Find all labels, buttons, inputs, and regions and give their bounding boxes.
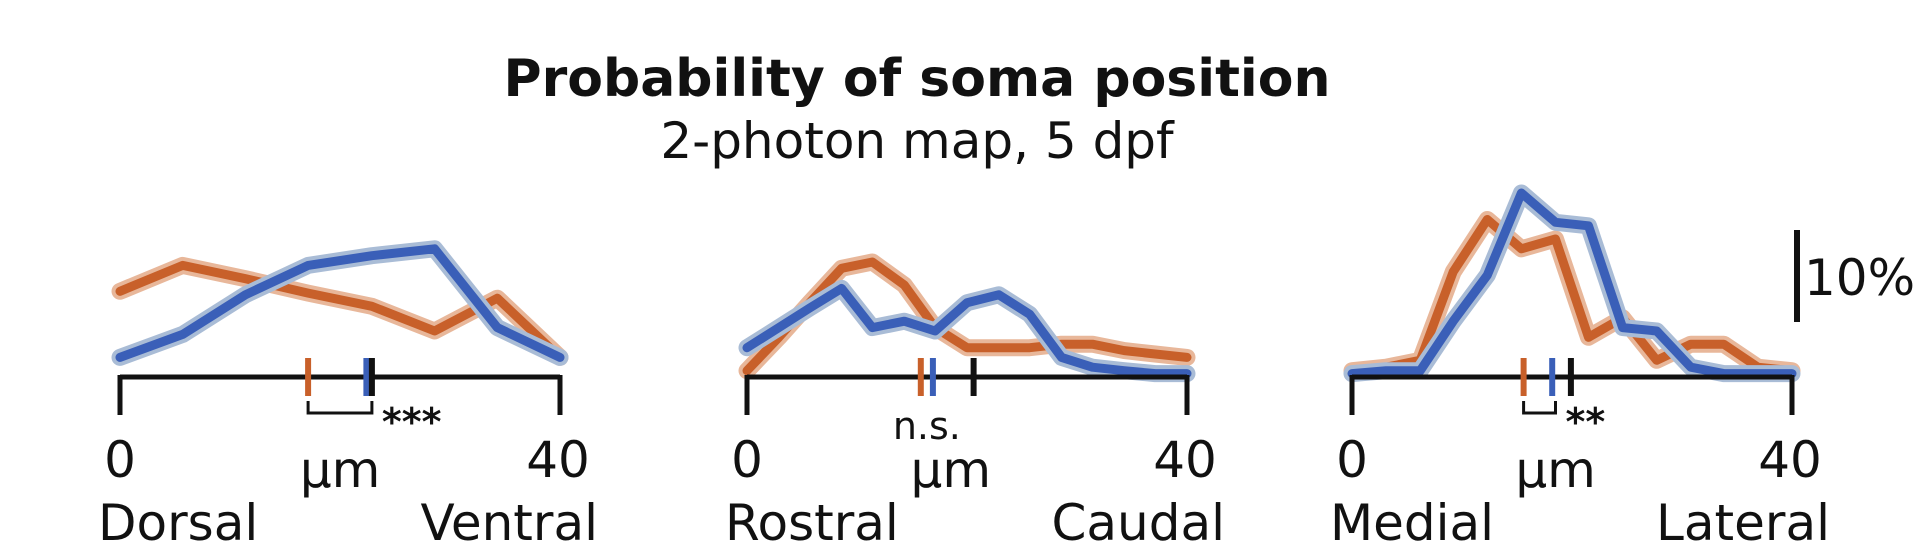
x-tick-label-start: 0 <box>104 431 136 489</box>
panel-1: *** 0 40 µm Dorsal Ventral <box>98 240 598 545</box>
scale-bar-label: 10% <box>1804 249 1915 307</box>
panel-3: ** 0 40 µm Medial Lateral <box>1330 184 1830 545</box>
x-tick-label-end: 40 <box>526 431 590 489</box>
x-tick-label-start: 0 <box>731 431 763 489</box>
x-tick-label-end: 40 <box>1758 431 1822 489</box>
figure-subtitle: 2-photon map, 5 dpf <box>660 112 1175 170</box>
series-line-orange <box>1347 215 1797 376</box>
direction-label-start: Medial <box>1330 494 1494 545</box>
significance-bracket <box>306 401 374 415</box>
x-axis-unit-label: µm <box>300 441 381 499</box>
significance-label: n.s. <box>893 404 961 448</box>
figure-title: Probability of soma position <box>504 49 1331 109</box>
scale-bar: 10% <box>1794 230 1915 322</box>
direction-label-end: Lateral <box>1656 494 1830 545</box>
series-line-orange <box>742 257 1192 376</box>
direction-label-start: Rostral <box>725 494 899 545</box>
series-line-blue <box>1347 188 1797 379</box>
direction-label-start: Dorsal <box>98 494 258 545</box>
series-line-blue <box>115 244 565 362</box>
series-line-blue <box>742 283 1192 379</box>
direction-label-end: Ventral <box>421 494 598 545</box>
x-tick-label-start: 0 <box>1336 431 1368 489</box>
x-tick-label-end: 40 <box>1153 431 1217 489</box>
significance-bracket <box>1522 401 1557 415</box>
x-axis-unit-label: µm <box>1515 441 1596 499</box>
significance-label: *** <box>382 400 442 444</box>
significance-label: ** <box>1566 400 1606 444</box>
direction-label-end: Caudal <box>1051 494 1225 545</box>
x-axis-unit-label: µm <box>911 441 992 499</box>
